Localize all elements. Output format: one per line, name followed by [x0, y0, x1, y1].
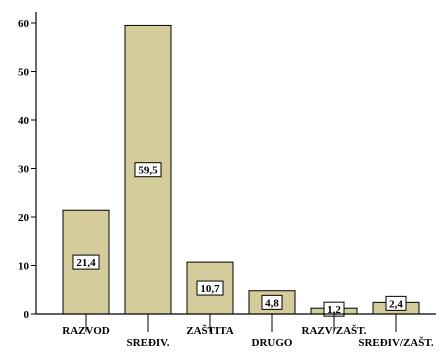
y-axis: 0 10 20 30 40 50 60	[18, 12, 37, 321]
bars-group: 21,4 59,5 10,7 4,8 1,2 2,4	[62, 24, 420, 317]
y-tick-label: 0	[24, 309, 30, 321]
x-axis: RAZVOD SREĐIV. ZAŠTITA DRUGO RAZV/ZAŠT.SREĐI…	[36, 313, 436, 349]
x-tick-label: RAZV/ZAŠT.	[302, 324, 367, 337]
data-label: 10,7	[200, 283, 220, 295]
y-tick-label: 40	[18, 115, 30, 127]
data-label: 1,2	[327, 304, 341, 316]
x-tick-label: SREĐIV/ZAŠT.	[358, 336, 434, 349]
x-tick-label: DRUGO	[252, 337, 293, 349]
data-label-box	[196, 280, 224, 296]
data-label: 4,8	[265, 297, 279, 309]
data-label-box	[134, 162, 162, 178]
x-tick-label: SREĐIV.	[127, 337, 170, 349]
y-tick-label: 20	[18, 212, 30, 224]
data-label: 21,4	[76, 257, 96, 269]
data-label: 59,5	[138, 165, 158, 177]
y-tick-label: 30	[18, 164, 30, 176]
y-tick-label: 10	[18, 261, 30, 273]
y-tick-label: 50	[18, 67, 30, 79]
data-label-box	[72, 254, 100, 270]
data-label: 2,4	[389, 298, 403, 310]
x-tick-label: ZAŠTITA	[186, 324, 234, 337]
x-tick-label: RAZVOD	[62, 325, 110, 337]
data-label-box	[261, 294, 283, 310]
y-tick-label: 60	[18, 18, 30, 30]
data-label-box	[385, 295, 407, 311]
